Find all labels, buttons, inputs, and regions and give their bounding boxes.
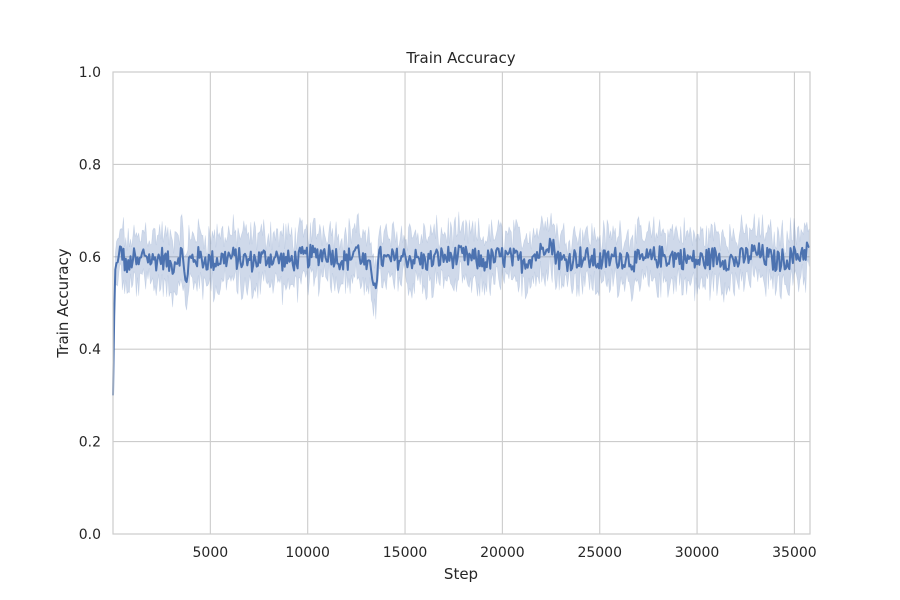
x-tick-label: 15000	[383, 545, 428, 561]
y-tick-label: 0.0	[79, 527, 101, 543]
x-axis-label: Step	[444, 565, 478, 583]
y-tick-label: 1.0	[79, 65, 101, 81]
y-axis-label: Train Accuracy	[54, 248, 72, 358]
y-tick-label: 0.6	[79, 250, 101, 266]
plot-area	[113, 72, 810, 534]
x-tick-label: 35000	[772, 545, 817, 561]
chart-title: Train Accuracy	[405, 49, 515, 67]
x-tick-label: 25000	[577, 545, 622, 561]
x-tick-label: 30000	[675, 545, 720, 561]
x-tick-label: 10000	[285, 545, 330, 561]
y-tick-label: 0.2	[79, 435, 101, 451]
y-tick-label: 0.4	[79, 342, 101, 358]
x-tick-label: 5000	[193, 545, 229, 561]
y-tick-label: 0.8	[79, 157, 101, 173]
x-tick-label: 20000	[480, 545, 525, 561]
